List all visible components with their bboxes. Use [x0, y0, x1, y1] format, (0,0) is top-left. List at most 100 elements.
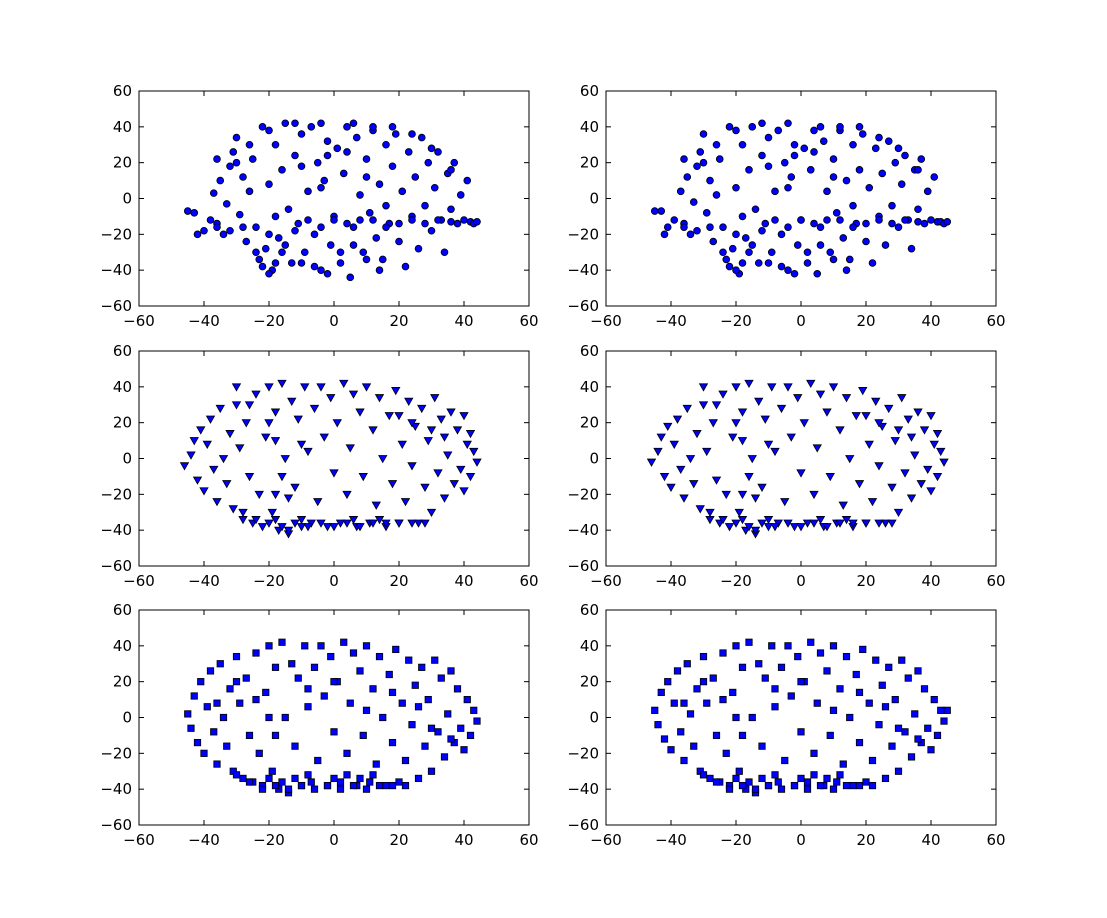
scatter-point — [424, 695, 432, 704]
scatter-point — [426, 508, 437, 518]
scatter-point — [291, 151, 299, 160]
scatter-point — [728, 244, 737, 253]
scatter-point — [930, 695, 938, 704]
scatter-point — [225, 430, 235, 439]
scatter-point — [764, 259, 773, 267]
scatter-point — [920, 219, 929, 228]
scatter-point — [738, 140, 747, 149]
scatter-point — [829, 173, 838, 181]
scatter-point — [699, 652, 708, 661]
scatter-point — [835, 426, 845, 435]
scatter-point — [933, 731, 942, 740]
scatter-point — [825, 473, 835, 482]
scatter-points — [650, 119, 952, 278]
scatter-point — [865, 183, 874, 192]
y-tick-label: 40 — [113, 378, 132, 396]
scatter-point — [232, 771, 241, 779]
scatter-point — [722, 749, 730, 757]
scatter-point — [343, 771, 351, 779]
scatter-point — [460, 746, 468, 754]
y-tick-label: −20 — [100, 485, 132, 503]
x-tick-label: −40 — [188, 572, 220, 590]
scatter-point — [923, 465, 933, 475]
scatter-point — [245, 731, 254, 740]
scatter-point — [660, 735, 669, 743]
scatter-point — [301, 642, 309, 650]
scatter-point — [252, 223, 260, 231]
y-tick-label: 40 — [113, 637, 132, 655]
scatter-point — [708, 419, 718, 428]
scatter-point — [417, 133, 426, 142]
x-tick-label: −60 — [590, 572, 622, 590]
scatter-point — [823, 216, 831, 224]
x-tick-label: −20 — [720, 831, 752, 849]
scatter-point — [440, 753, 449, 761]
scatter-point — [735, 767, 743, 775]
scatter-point — [807, 638, 815, 646]
scatter-point — [270, 490, 281, 500]
scatter-point — [760, 415, 770, 424]
y-tick-label: 40 — [113, 118, 132, 136]
x-tick-label: 60 — [986, 831, 1005, 849]
scatter-point — [356, 191, 364, 199]
scatter-point — [849, 140, 857, 149]
scatter-point — [314, 756, 322, 765]
scatter-point — [297, 781, 306, 790]
scatter-point — [664, 678, 672, 686]
scatter-point — [317, 119, 325, 128]
scatter-point — [277, 473, 287, 482]
scatter-point — [281, 713, 289, 722]
scatter-points — [183, 119, 481, 282]
scatter-point — [192, 476, 203, 485]
x-tick-label: 0 — [329, 831, 339, 849]
scatter-point — [768, 642, 776, 650]
scatter-point — [826, 248, 835, 257]
scatter-point — [881, 703, 890, 711]
scatter-point — [307, 778, 315, 786]
scatter-point — [304, 685, 312, 693]
scatter-point — [893, 508, 904, 518]
scatter-point — [310, 230, 319, 239]
scatter-point — [813, 269, 822, 278]
scatter-point — [343, 123, 351, 131]
scatter-point — [369, 216, 377, 224]
scatter-point — [205, 415, 216, 424]
scatter-point — [271, 140, 280, 149]
scatter-point — [238, 508, 248, 518]
scatter-point — [356, 774, 364, 783]
scatter-point — [780, 498, 790, 507]
scatter-point — [731, 383, 741, 392]
scatter-point — [255, 255, 264, 264]
scatter-point — [900, 469, 910, 478]
scatter-point — [699, 158, 708, 167]
scatter-point — [884, 404, 894, 414]
scatter-point — [748, 713, 756, 722]
scatter-point — [774, 778, 782, 786]
subplot-6: −60 −40 −20 0 20 40 60 −60 −40 −20 0 20 40 60 — [567, 601, 1005, 849]
scatter-point — [283, 526, 294, 535]
scatter-point — [265, 126, 273, 135]
x-tick-label: 60 — [519, 831, 538, 849]
scatter-point — [761, 219, 770, 228]
scatter-point — [903, 415, 913, 424]
x-tick-label: −20 — [720, 572, 752, 590]
scatter-point — [420, 483, 430, 492]
scatter-point — [780, 158, 789, 167]
scatter-point — [816, 241, 825, 249]
scatter-point — [278, 638, 286, 646]
scatter-point — [663, 422, 673, 432]
scatter-point — [358, 473, 368, 482]
scatter-point — [799, 419, 809, 428]
scatter-point — [355, 523, 365, 532]
scatter-point — [395, 237, 403, 246]
scatter-point — [680, 155, 688, 163]
scatter-point — [911, 710, 919, 718]
scatter-point — [297, 162, 306, 171]
scatter-point — [248, 155, 257, 163]
y-tick-label: −40 — [100, 521, 132, 539]
scatter-point — [300, 383, 310, 392]
y-tick-label: 60 — [113, 601, 132, 619]
scatter-point — [702, 209, 711, 217]
scatter-point — [460, 216, 468, 224]
scatter-points — [646, 379, 949, 539]
